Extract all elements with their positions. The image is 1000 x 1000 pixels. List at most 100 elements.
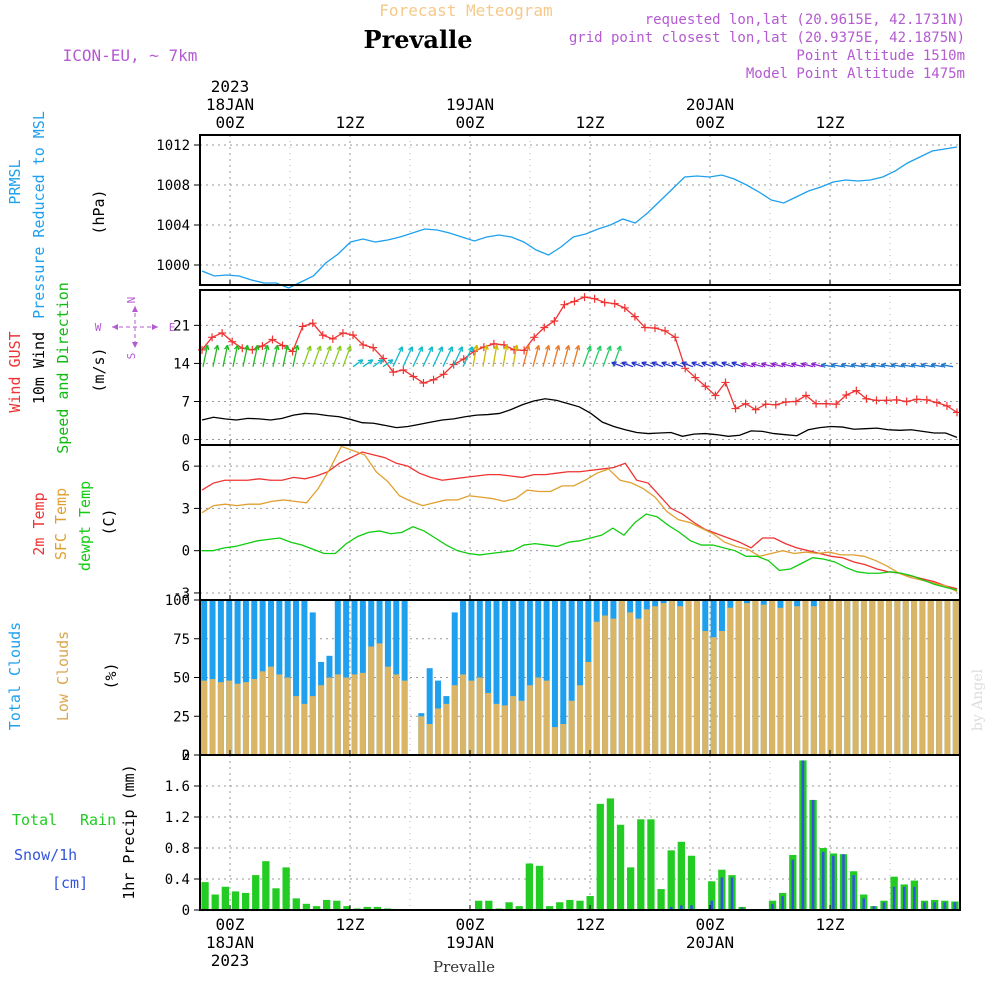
low-cloud-bar	[852, 600, 859, 755]
ytick-label: 0	[182, 903, 190, 919]
compass-e: E	[169, 321, 176, 334]
gust-marker	[701, 382, 710, 391]
gust-marker	[389, 368, 398, 377]
wind-dir-arrowhead	[503, 344, 509, 351]
wind-dir-arrow	[202, 345, 209, 367]
wind-dir-arrow	[611, 361, 624, 368]
low-cloud-bar	[293, 696, 300, 755]
low-cloud-bar	[936, 600, 943, 755]
low-cloud-bar	[894, 600, 901, 755]
wind-dir-arrowhead	[438, 346, 444, 352]
low-cloud-bar	[460, 674, 467, 755]
wind-dir-arrow	[911, 363, 924, 368]
wind-dir-arrowhead	[418, 346, 424, 352]
snow-bar	[902, 886, 906, 910]
gust-marker	[228, 337, 237, 346]
low-cloud-bar	[301, 703, 308, 755]
wind-gust-line	[201, 296, 958, 413]
rain-bar	[282, 867, 290, 910]
gust-marker	[308, 319, 317, 328]
dewpt-temp-line	[202, 513, 958, 591]
rain-bar	[292, 898, 300, 910]
snow-bar	[913, 886, 916, 910]
wind-dir-arrowhead	[800, 362, 807, 368]
wind-dir-arrowhead	[233, 344, 240, 351]
low-cloud-bar	[518, 700, 525, 755]
wind-dir-arrowhead	[606, 345, 612, 352]
wind-dir-arrow	[252, 345, 259, 367]
ytick-label: 1012	[156, 138, 190, 154]
wind-dir-arrowhead	[316, 345, 322, 352]
wind-dir-arrowhead	[616, 345, 622, 352]
wind-dir-arrow	[681, 361, 694, 368]
footer-station: Prevalle	[433, 958, 495, 976]
gust-marker	[550, 317, 559, 325]
low-cloud-bar	[860, 600, 867, 755]
wind-dir-arrowhead	[760, 362, 767, 368]
wind-dir-arrow	[342, 345, 352, 367]
wind-dir-arrow	[711, 361, 724, 368]
gust-marker	[640, 323, 649, 332]
rain-bar	[302, 903, 311, 910]
low-cloud-bar	[326, 677, 333, 755]
low-clouds-label: Low Clouds	[54, 631, 72, 721]
wind-dir-arrow	[472, 344, 478, 367]
wind-dir-arrowhead	[326, 345, 332, 352]
low-cloud-bar	[359, 672, 366, 755]
wind-dir-arrow	[332, 345, 342, 367]
low-cloud-bar	[952, 600, 959, 755]
low-cloud-bar	[643, 609, 650, 755]
panel-frame	[199, 134, 961, 286]
snow-bar	[730, 877, 734, 910]
wind-dir-arrowhead	[900, 362, 907, 369]
total-cloud-bar	[551, 600, 558, 755]
wind-dir-arrowhead	[631, 361, 637, 367]
wind-dir-arrow	[751, 362, 764, 368]
wind-dir-arrow	[412, 346, 423, 367]
wind-dir-arrowhead	[367, 359, 374, 365]
snow-bar	[862, 898, 866, 910]
wind-dir-arrow	[572, 345, 580, 367]
rain-bar	[231, 891, 240, 910]
low-cloud-bar	[276, 674, 283, 755]
wind-dir-arrowhead	[840, 362, 847, 369]
wind-dir-arrow	[372, 359, 384, 368]
rain-bar	[667, 850, 675, 910]
wind-dir-arrow	[242, 345, 249, 367]
wind-dir-arrowhead	[711, 361, 717, 367]
wind-dir-arrow	[292, 345, 299, 367]
low-cloud-bar	[334, 674, 341, 755]
wind-dir-arrowhead	[223, 344, 230, 351]
rain-bar	[647, 819, 655, 910]
ytick-label: 75	[173, 632, 190, 648]
wind-dir-arrowhead	[940, 362, 947, 369]
gust-marker	[268, 335, 277, 344]
low-cloud-bar	[551, 727, 558, 755]
low-cloud-bar	[752, 600, 759, 755]
wind-dir-arrow	[362, 359, 374, 368]
total-cloud-bar	[251, 600, 258, 755]
total-cloud-bar	[468, 600, 475, 755]
ytick-label: -3	[173, 586, 190, 602]
wind-unit: (m/s)	[90, 347, 108, 392]
bottom-tick-label: 12Z	[336, 915, 365, 934]
low-cloud-bar	[435, 708, 442, 755]
wind-dir-arrow	[901, 363, 914, 368]
ytick-label: 3	[182, 501, 190, 517]
wind-dir-arrow	[761, 362, 774, 368]
wind-dir-arrowhead	[574, 345, 581, 351]
top-tick-date: 19JAN	[446, 95, 494, 114]
wind-dir-arrowhead	[524, 345, 531, 351]
snow-bar	[720, 877, 724, 910]
wind-dir-arrow	[492, 344, 498, 367]
wind-dir-arrowhead	[203, 344, 210, 351]
low-cloud-bar	[760, 604, 767, 755]
wind-dir-arrowhead	[398, 346, 404, 352]
gust-marker	[852, 386, 861, 395]
low-cloud-bar	[785, 600, 792, 755]
sfc-temp-line	[201, 445, 958, 593]
gust-marker	[409, 372, 418, 381]
rain-bar	[708, 881, 716, 910]
